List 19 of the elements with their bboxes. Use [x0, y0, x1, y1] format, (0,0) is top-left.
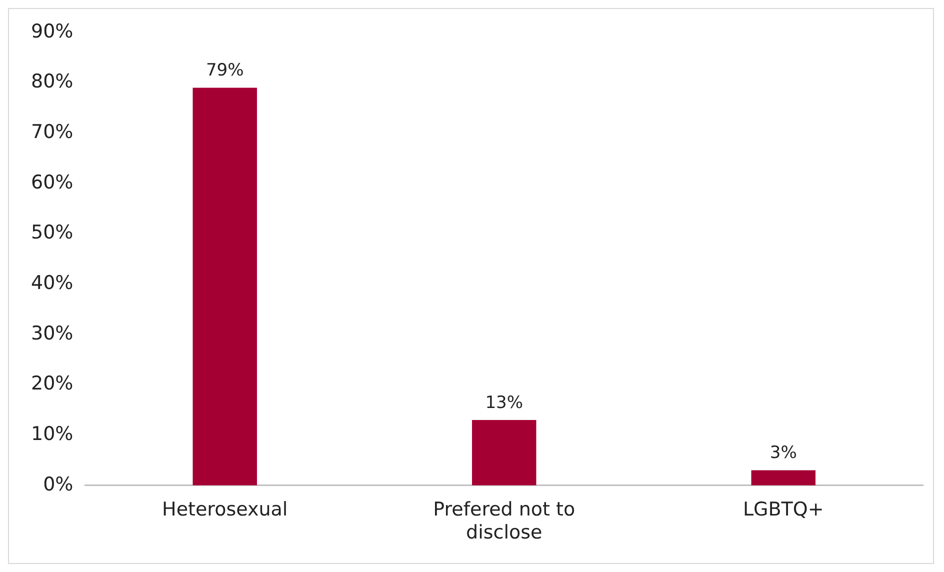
data-label: 79%	[206, 60, 244, 81]
y-tick-label: 60%	[30, 171, 74, 194]
y-tick-label: 0%	[43, 473, 74, 496]
y-tick-label: 40%	[30, 272, 74, 294]
y-tick-label: 10%	[30, 423, 74, 446]
x-tick-label: Heterosexual	[162, 498, 288, 521]
y-tick-label: 70%	[30, 121, 74, 144]
bar	[472, 420, 536, 486]
y-tick-label: 90%	[30, 20, 74, 42]
data-label: 13%	[485, 392, 524, 413]
bar	[192, 88, 257, 486]
y-tick-label: 50%	[30, 222, 74, 244]
y-tick-label: 20%	[30, 372, 74, 395]
y-tick-label: 80%	[30, 70, 74, 93]
y-tick-label: 30%	[30, 322, 74, 344]
x-tick-label: LGBTQ+	[742, 498, 824, 521]
x-tick-label: Prefered not to disclose	[433, 498, 576, 544]
bar	[751, 470, 816, 486]
data-label: 3%	[770, 443, 797, 464]
